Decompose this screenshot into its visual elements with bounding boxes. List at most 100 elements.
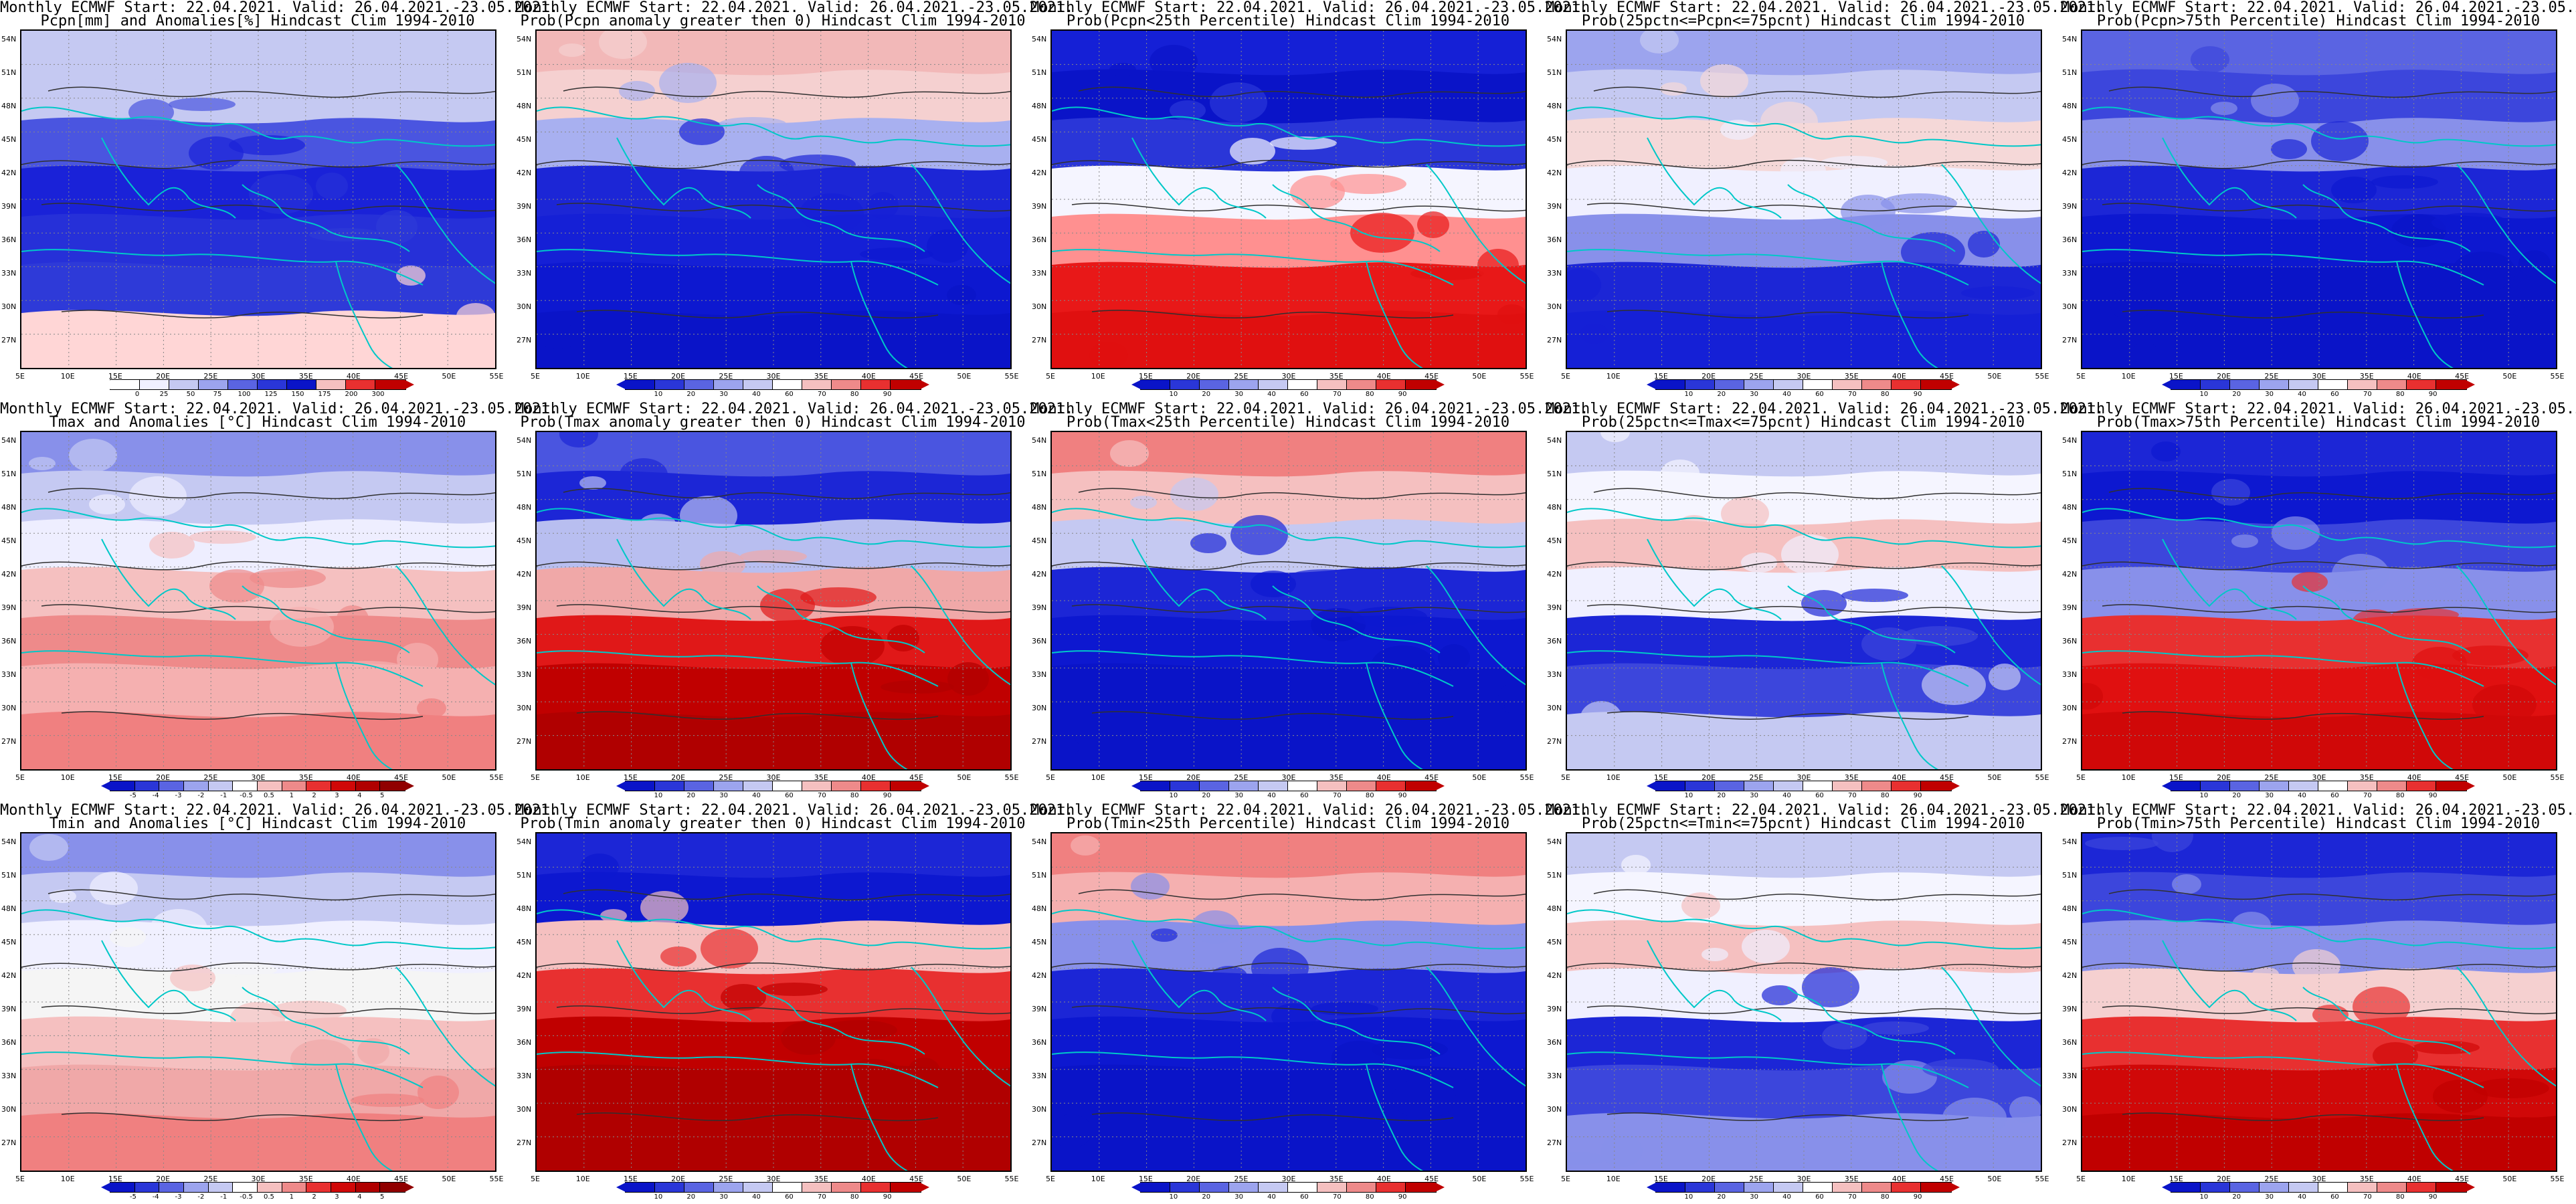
field-blob bbox=[316, 173, 348, 199]
coastline bbox=[2456, 164, 2556, 284]
lon-label: 55E bbox=[2550, 372, 2565, 381]
coastline bbox=[537, 909, 1010, 950]
lat-label: 45N bbox=[1, 536, 17, 545]
lon-label: 30E bbox=[1797, 773, 1811, 782]
lat-label: 27N bbox=[1032, 336, 1047, 344]
field-band bbox=[2082, 1112, 2556, 1171]
map-svg bbox=[21, 432, 495, 769]
lon-label: 50E bbox=[1472, 1175, 1487, 1183]
legend-swatch bbox=[1714, 781, 1746, 791]
lon-label: 50E bbox=[2502, 1175, 2517, 1183]
legend-swatch bbox=[1655, 1182, 1687, 1193]
legend-tick-label: 60 bbox=[785, 1193, 794, 1201]
legend-tick-label: 90 bbox=[1398, 792, 1407, 799]
lat-label: 54N bbox=[1547, 837, 1562, 846]
legend-tick-label: 2 bbox=[312, 1193, 316, 1201]
lon-label: 5E bbox=[531, 1175, 540, 1183]
field-blob bbox=[170, 965, 215, 991]
lon-label: 20E bbox=[671, 1175, 686, 1183]
field-blob bbox=[89, 494, 125, 514]
coastline bbox=[21, 508, 495, 548]
lat-label: 42N bbox=[517, 169, 532, 177]
lon-label: 25E bbox=[719, 372, 733, 381]
lat-label: 33N bbox=[517, 670, 532, 679]
field-blob bbox=[210, 963, 277, 977]
map-svg bbox=[537, 31, 1010, 368]
legend-tick-label: 90 bbox=[883, 1193, 892, 1201]
legend-swatch bbox=[802, 781, 833, 791]
field-blob bbox=[1961, 286, 2035, 300]
lat-label: 45N bbox=[1547, 938, 1562, 946]
coastline bbox=[335, 261, 393, 368]
lat-label: 33N bbox=[1, 1072, 17, 1080]
coastline bbox=[1426, 565, 1526, 686]
legend-tick-label: -1 bbox=[220, 1193, 227, 1201]
field-blob bbox=[1170, 100, 1206, 120]
lon-label: 35E bbox=[1844, 372, 1859, 381]
map-area bbox=[1566, 29, 2042, 369]
lat-label: 45N bbox=[1, 135, 17, 144]
lat-label: 39N bbox=[2062, 202, 2078, 211]
lat-label: 42N bbox=[1, 971, 17, 980]
lon-label: 5E bbox=[2076, 1175, 2086, 1183]
legend-swatch bbox=[1773, 1182, 1805, 1193]
legend-swatch bbox=[2406, 1182, 2437, 1193]
lon-label: 30E bbox=[2312, 773, 2326, 782]
lon-label: 25E bbox=[2264, 372, 2279, 381]
map-area bbox=[1566, 832, 2042, 1172]
map-svg bbox=[2082, 432, 2556, 769]
map-area bbox=[1566, 431, 2042, 771]
contour-line bbox=[48, 488, 495, 500]
field-blob bbox=[1251, 948, 1309, 988]
lon-label: 20E bbox=[156, 1175, 171, 1183]
map-area bbox=[20, 29, 496, 369]
field-blob bbox=[1149, 45, 1198, 78]
lat-label: 54N bbox=[517, 436, 532, 445]
legend-tick-label: 90 bbox=[1913, 1193, 1922, 1201]
coastline bbox=[1131, 137, 1267, 219]
field-blob bbox=[1270, 136, 1337, 150]
lon-label: 15E bbox=[108, 372, 122, 381]
lon-label: 15E bbox=[108, 773, 122, 782]
field-blob bbox=[249, 174, 313, 214]
color-legend: 10 20 30 40 60 70 80 90 bbox=[1131, 379, 1445, 398]
contour-line bbox=[2108, 488, 2556, 500]
contour-line bbox=[537, 962, 1010, 972]
legend-swatch bbox=[1405, 781, 1437, 791]
legend-tick-label: 30 bbox=[2265, 391, 2274, 398]
lat-label: 48N bbox=[2062, 904, 2078, 913]
lon-label: 55E bbox=[1004, 773, 1019, 782]
panel-title-line2: Prob(Pcpn<25th Percentile) Hindcast Clim… bbox=[1066, 13, 1510, 29]
lon-label: 20E bbox=[1701, 372, 1716, 381]
legend-tick-label: 3 bbox=[335, 792, 339, 799]
legend-swatch bbox=[281, 781, 308, 791]
field-blob bbox=[1052, 737, 1079, 757]
legend-swatch bbox=[1228, 379, 1260, 390]
contour-line bbox=[556, 203, 1010, 212]
panel-title-line1: Monthly ECMWF Start: 22.04.2021. Valid: … bbox=[1030, 802, 1589, 819]
lat-label: 51N bbox=[1547, 68, 1562, 77]
lon-label: 20E bbox=[156, 773, 171, 782]
lon-label: 15E bbox=[1138, 1175, 1153, 1183]
legend-swatch bbox=[1655, 781, 1687, 791]
legend-tick-label: 80 bbox=[850, 1193, 859, 1201]
coastline bbox=[1052, 1051, 1454, 1088]
lat-label: 54N bbox=[1, 35, 17, 43]
legend-tick-label: 20 bbox=[686, 1193, 696, 1201]
legend-swatch bbox=[772, 781, 804, 791]
coastline bbox=[616, 137, 751, 219]
contour-line bbox=[41, 1005, 495, 1015]
legend-tick-label: 10 bbox=[1684, 792, 1693, 799]
field-blob bbox=[2009, 1096, 2041, 1123]
field-blob bbox=[1780, 157, 1826, 184]
coastline bbox=[1426, 164, 1526, 284]
coastline bbox=[1272, 987, 1441, 1055]
field-blob bbox=[2232, 912, 2271, 938]
field-blob bbox=[1720, 120, 1756, 140]
legend-swatch bbox=[1803, 1182, 1834, 1193]
lon-label: 45E bbox=[1940, 372, 1954, 381]
field-blob bbox=[800, 587, 877, 607]
lat-label: 33N bbox=[517, 269, 532, 278]
map-panel: Monthly ECMWF Start: 22.04.2021. Valid: … bbox=[2061, 803, 2576, 1204]
